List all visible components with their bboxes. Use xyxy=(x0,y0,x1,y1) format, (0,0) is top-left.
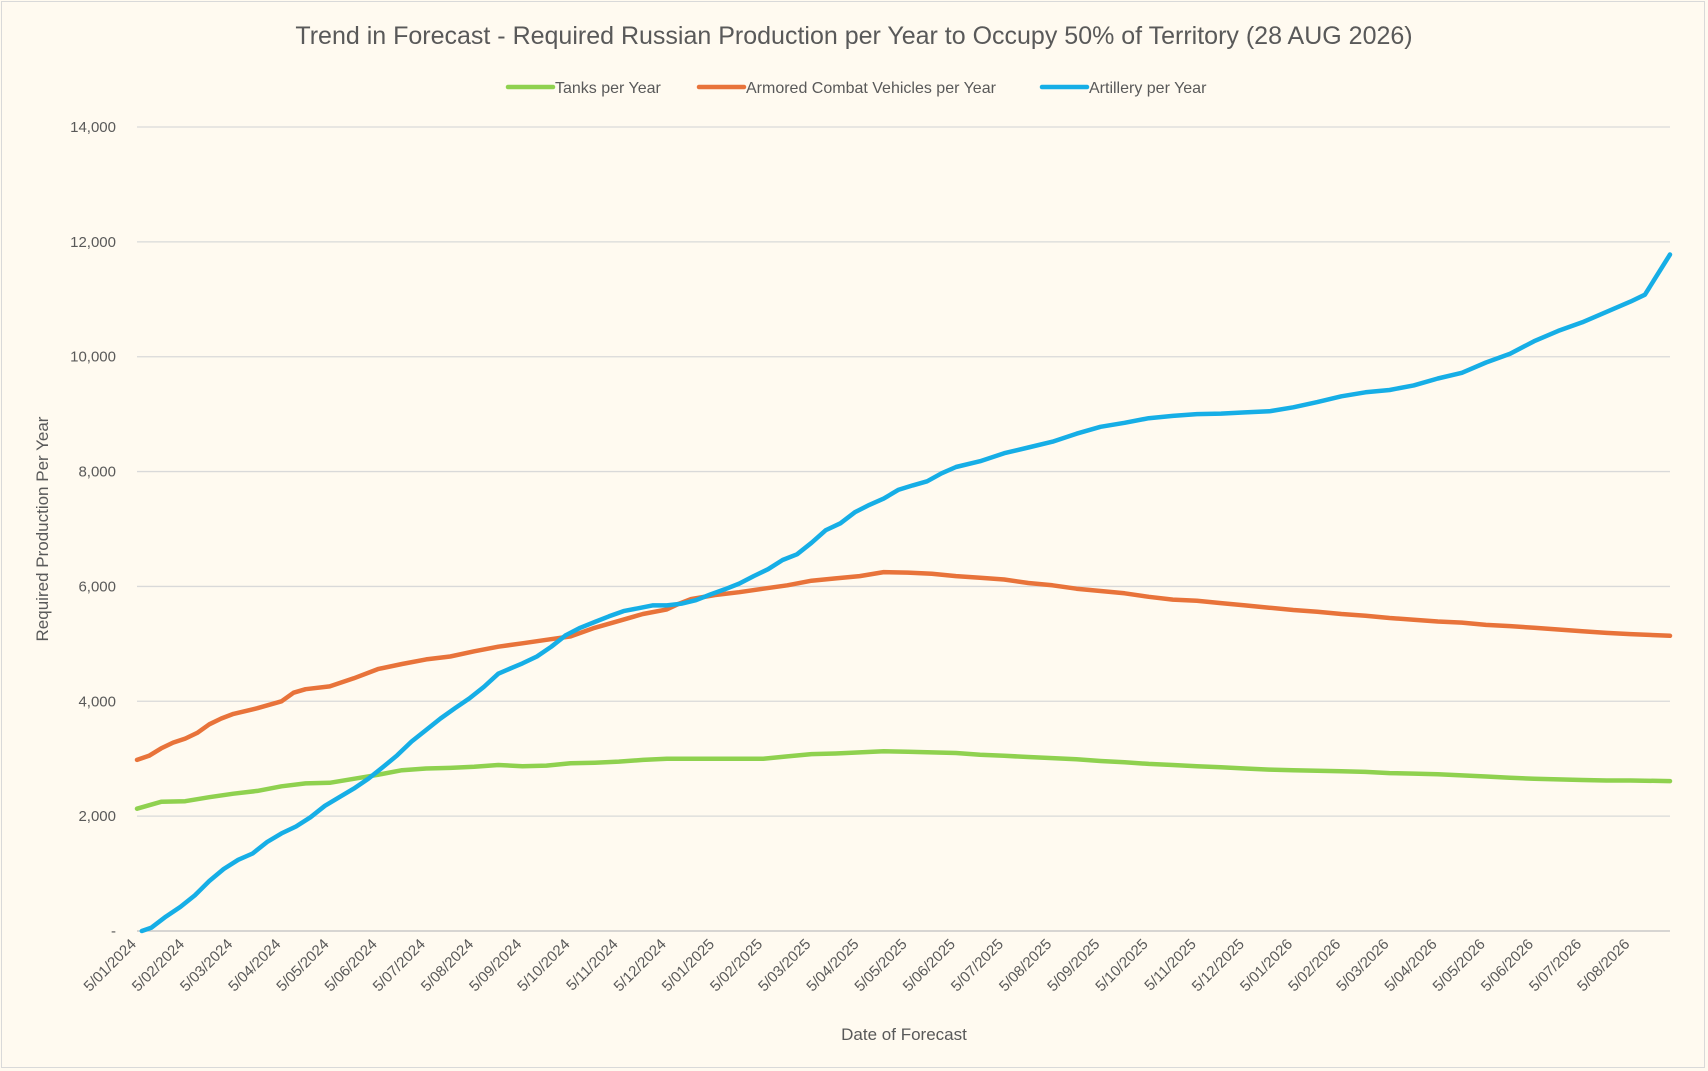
x-axis-ticks: 5/01/20245/02/20245/03/20245/04/20245/05… xyxy=(81,936,1634,995)
legend-label: Tanks per Year xyxy=(555,80,662,97)
x-axis-title: Date of Forecast xyxy=(841,1025,967,1044)
y-tick-label: - xyxy=(111,923,116,940)
series-line-2 xyxy=(134,569,1673,763)
x-tick-label: 5/08/2026 xyxy=(1574,936,1633,995)
series-line-1 xyxy=(134,748,1673,811)
y-tick-label: 14,000 xyxy=(70,119,116,136)
y-axis-ticks: - 2,000 4,000 6,000 8,000 10,000 12,000 14,000 xyxy=(70,119,116,940)
x-tick-label: 5/10/2024 xyxy=(514,936,573,995)
y-axis-title: Required Production Per Year xyxy=(33,416,52,641)
y-tick-label: 12,000 xyxy=(70,234,116,251)
y-tick-label: 2,000 xyxy=(78,808,116,825)
y-tick-label: 6,000 xyxy=(78,578,116,595)
legend-label: Armored Combat Vehicles per Year xyxy=(746,80,997,97)
legend: Tanks per Year Armored Combat Vehicles pe… xyxy=(505,80,1207,97)
y-tick-label: 4,000 xyxy=(78,693,116,710)
series-lines xyxy=(134,252,1673,934)
y-tick-label: 10,000 xyxy=(70,349,116,366)
chart-title: Trend in Forecast - Required Russian Pro… xyxy=(295,22,1412,50)
gridlines xyxy=(137,126,1670,817)
legend-label: Artillery per Year xyxy=(1089,80,1207,97)
series-line-3 xyxy=(139,252,1673,934)
x-tick-label: 5/10/2025 xyxy=(1092,936,1151,995)
y-tick-label: 8,000 xyxy=(78,464,116,481)
